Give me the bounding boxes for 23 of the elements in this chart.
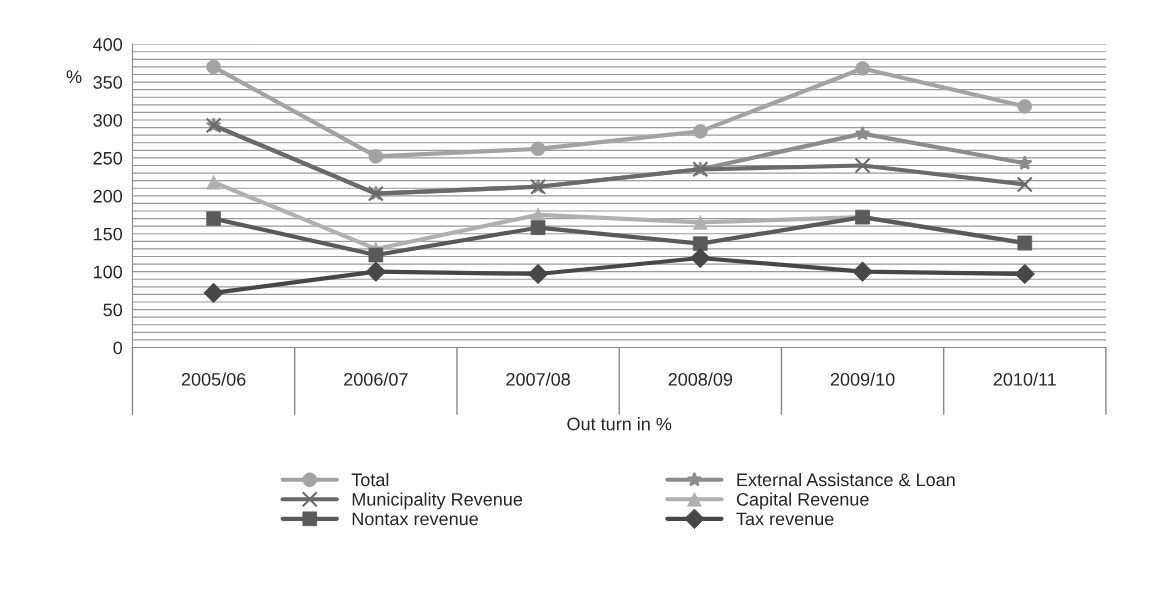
y-tick-label: 100	[94, 265, 123, 279]
x-tick-label: 2008/09	[668, 372, 733, 386]
legend-label: Total	[351, 472, 389, 487]
x-tick-label: 2005/06	[181, 372, 246, 386]
y-tick-label: 350	[93, 76, 123, 89]
y-axis-title: %	[66, 70, 82, 83]
y-tick-label: 150	[94, 227, 123, 241]
legend-label: External Assistance & Loan	[737, 472, 955, 487]
x-axis-title: Out turn in %	[567, 417, 672, 431]
x-tick-label: 2006/07	[344, 372, 408, 386]
y-tick-label: 300	[93, 113, 123, 127]
legend-label: Capital Revenue	[736, 492, 869, 510]
legend-label: Tax revenue	[736, 512, 834, 526]
y-tick-label: 50	[103, 303, 123, 317]
x-tick-label: 2010/11	[993, 372, 1056, 386]
y-tick-label: 400	[93, 38, 123, 51]
y-tick-label: 200	[93, 189, 123, 203]
x-tick-label: 2009/10	[830, 372, 895, 386]
x-tick-label: 2007/08	[506, 372, 570, 386]
y-tick-label: 0	[113, 341, 123, 355]
legend-label: Municipality Revenue	[352, 492, 523, 510]
y-tick-label: 250	[93, 151, 123, 165]
legend-label: Nontax revenue	[352, 512, 478, 526]
